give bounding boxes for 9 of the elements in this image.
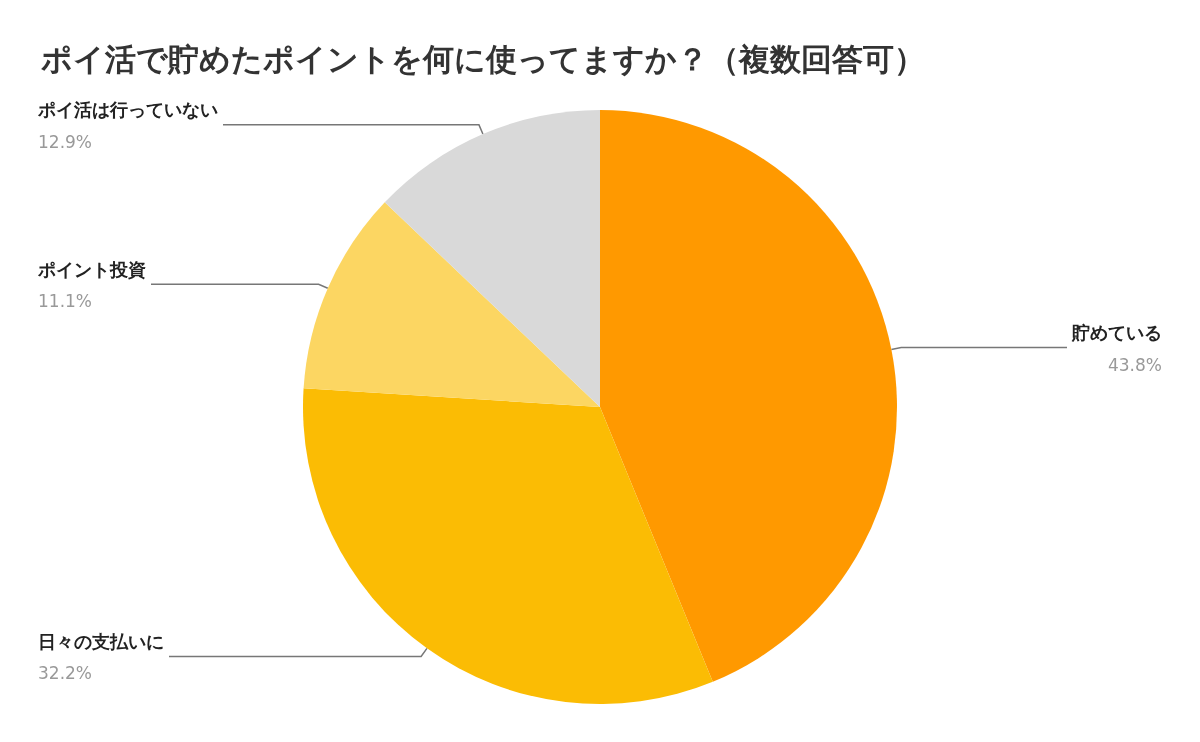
slice-label: ポイ活は行っていない bbox=[37, 99, 218, 121]
slice-label: 貯めている bbox=[1071, 322, 1162, 344]
data-label: 12.9% bbox=[38, 131, 93, 152]
data-label: 43.8% bbox=[1107, 354, 1162, 375]
slice-label: 日々の支払いに bbox=[38, 631, 164, 652]
data-label: 32.2% bbox=[38, 663, 93, 684]
data-label: 11.1% bbox=[38, 291, 93, 312]
chart-title: ポイ活で貯めたポイントを何に使ってますか？（複数回答可） bbox=[41, 40, 925, 77]
slice-label: ポイント投資 bbox=[37, 258, 146, 280]
